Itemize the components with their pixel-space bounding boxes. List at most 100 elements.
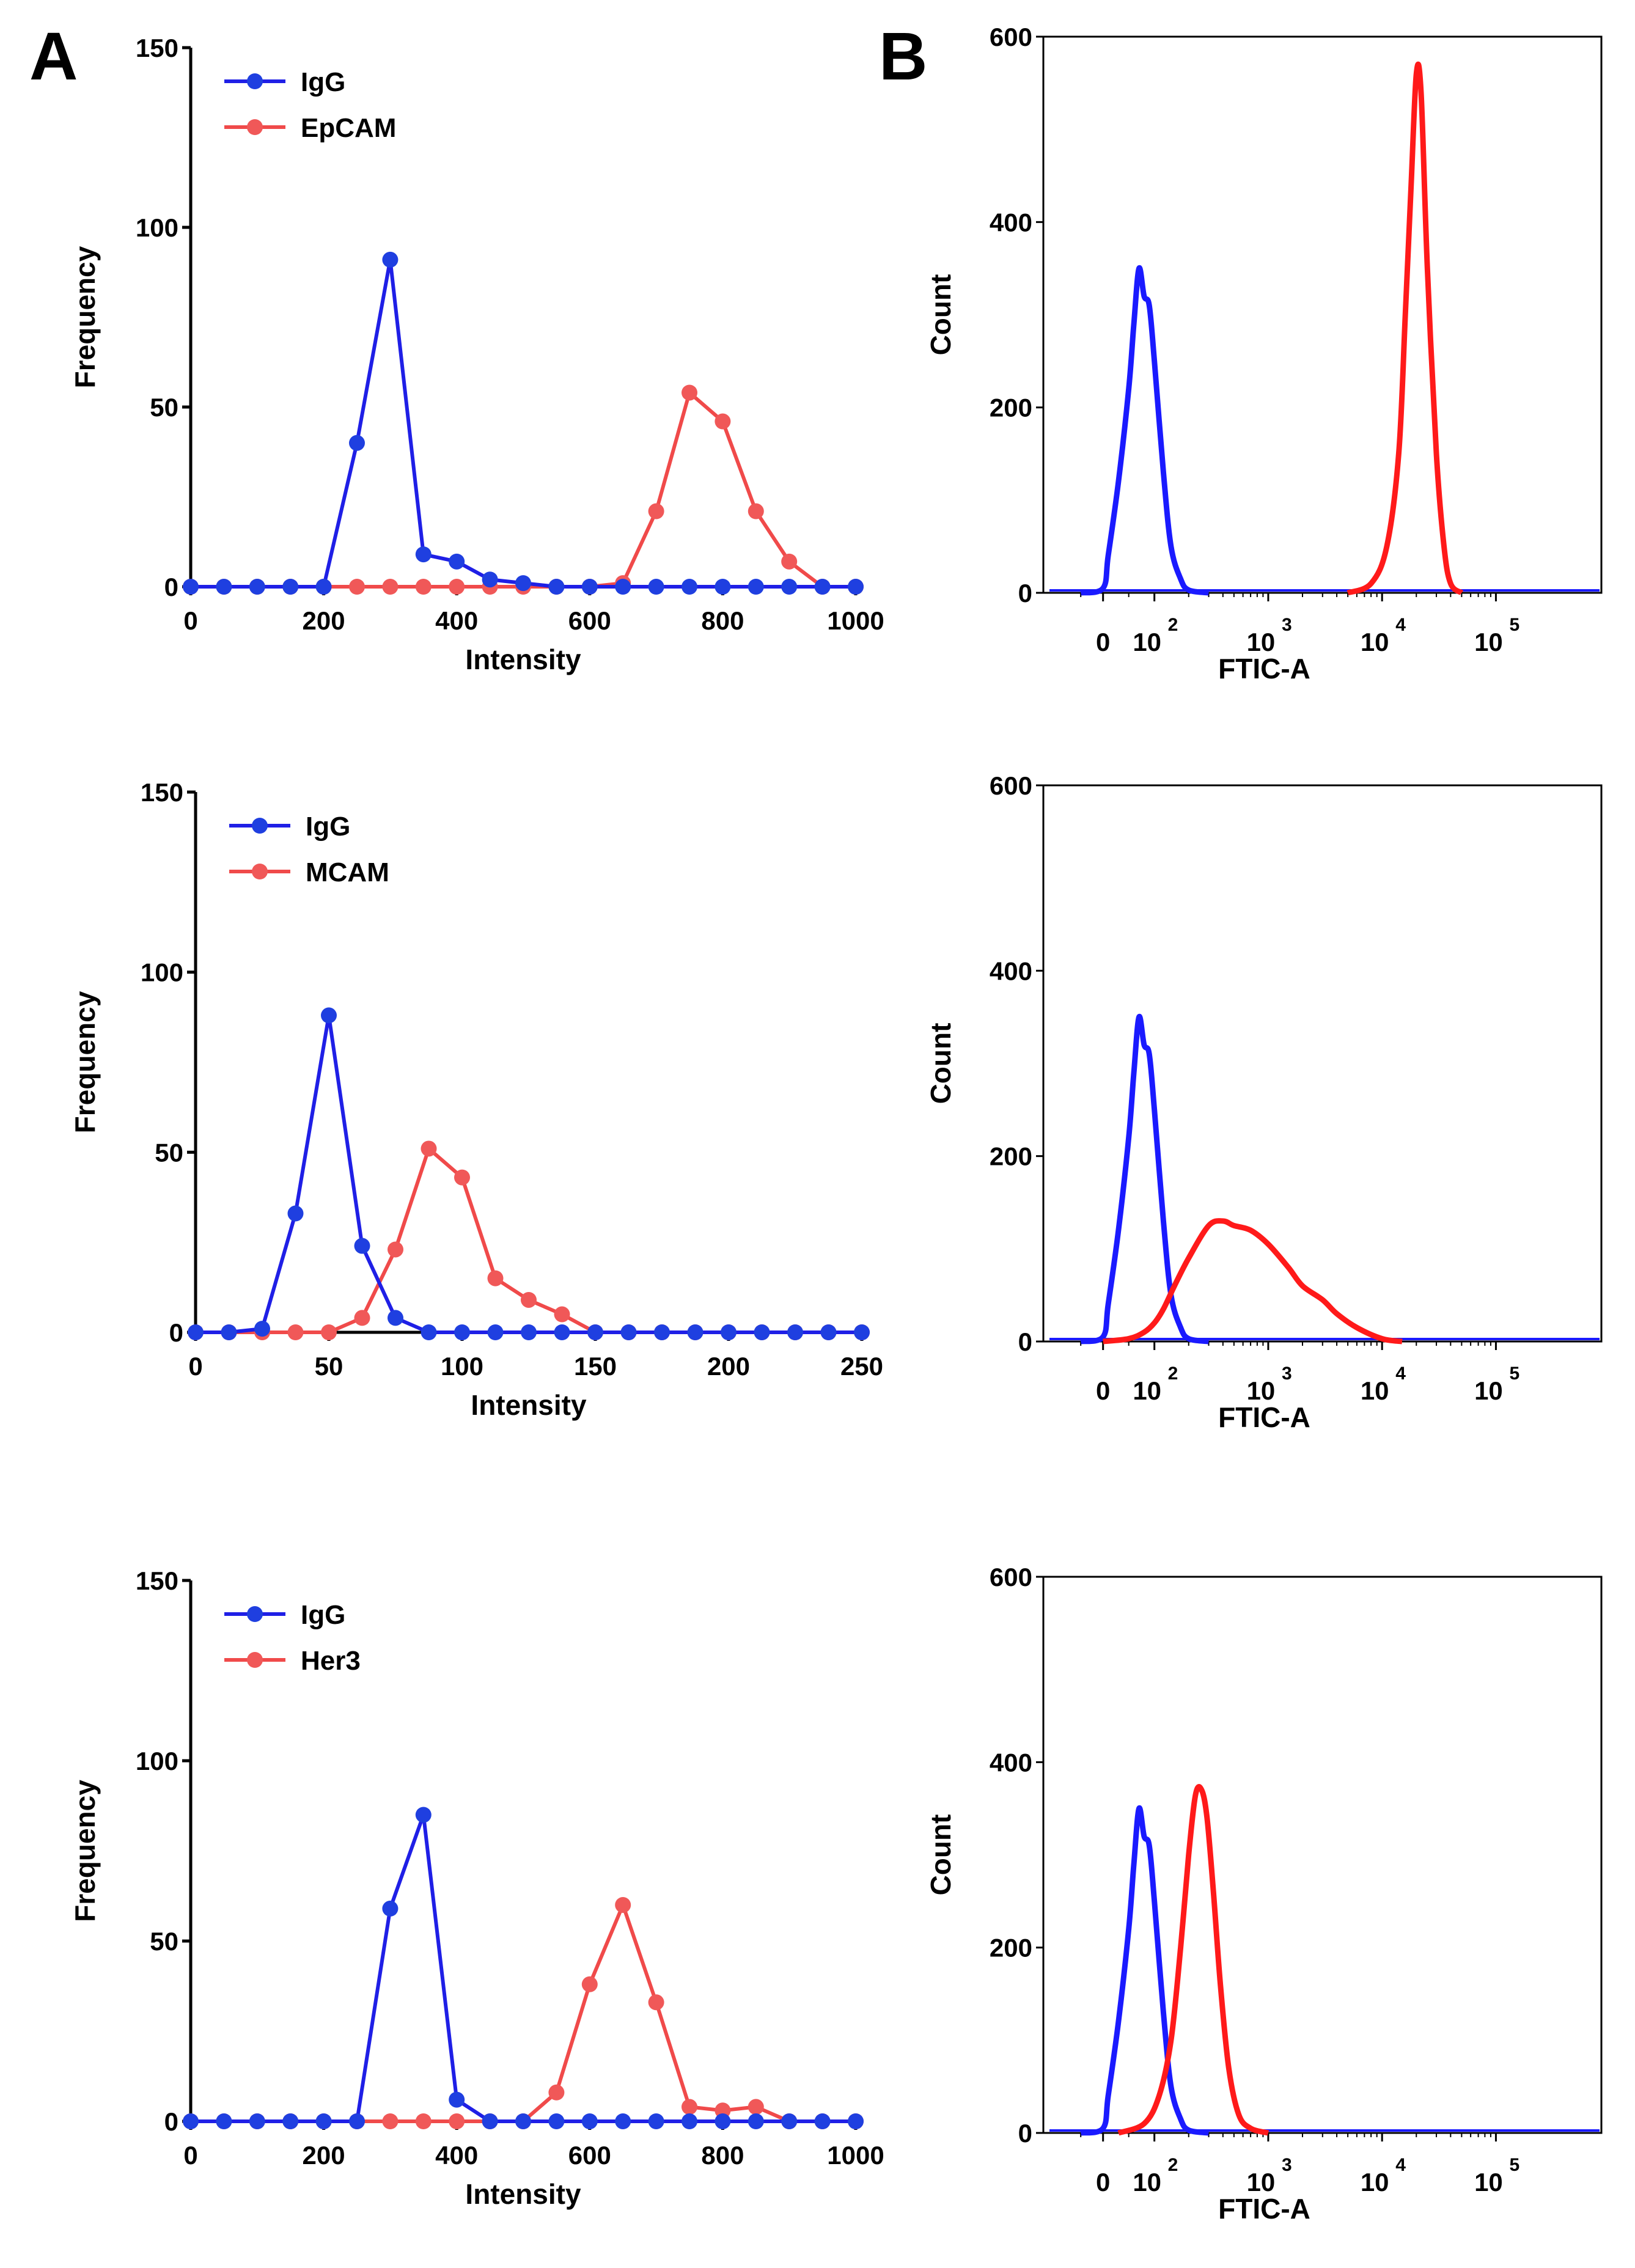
legend-marker-her3 <box>247 1652 263 1668</box>
x-tick-exponent: 5 <box>1509 2155 1519 2175</box>
x-axis-label: FTIC-A <box>1218 653 1310 684</box>
data-point-igg <box>748 2113 764 2129</box>
data-point-her3 <box>648 1994 664 2011</box>
data-point-igg <box>814 2113 831 2129</box>
legend-label-igg: IgG <box>301 1600 345 1630</box>
data-point-igg <box>321 1007 337 1024</box>
data-point-igg <box>554 1324 570 1340</box>
histogram-epcam <box>1347 61 1464 596</box>
histogram-her3 <box>1117 1784 1269 2136</box>
data-point-igg <box>715 579 731 595</box>
y-tick-label: 600 <box>990 23 1032 51</box>
data-point-igg <box>449 2091 465 2108</box>
x-tick-label: 10 <box>1133 628 1161 656</box>
x-tick-label: 10 <box>1474 628 1503 656</box>
data-point-epcam <box>349 579 365 595</box>
data-point-her3 <box>415 2113 432 2129</box>
y-tick-label: 200 <box>990 394 1032 422</box>
y-axis-label: Count <box>925 1023 957 1104</box>
x-tick-label: 10 <box>1247 1376 1276 1405</box>
x-tick-exponent: 2 <box>1168 1363 1178 1384</box>
x-tick-exponent: 4 <box>1395 615 1406 635</box>
data-point-igg <box>254 1321 270 1337</box>
data-point-her3 <box>581 1976 598 1992</box>
data-point-igg <box>183 2113 199 2129</box>
legend-marker-igg <box>247 73 263 89</box>
y-tick-label: 400 <box>990 1748 1032 1777</box>
data-point-igg <box>382 251 399 268</box>
data-point-igg <box>781 579 798 595</box>
plot-frame <box>1042 784 1603 1343</box>
data-point-igg <box>682 2113 697 2129</box>
x-tick-exponent: 5 <box>1509 615 1519 635</box>
legend-label-mcam: MCAM <box>306 857 389 887</box>
x-tick-label: 10 <box>1474 2168 1503 2196</box>
x-tick-label: 10 <box>1133 1376 1161 1405</box>
y-tick-label: 0 <box>1018 2119 1032 2148</box>
data-point-igg <box>615 2113 631 2129</box>
x-axis-label: Intensity <box>465 644 581 675</box>
x-tick-label: 400 <box>435 2141 478 2170</box>
y-tick-label: 100 <box>136 1747 178 1775</box>
series-line-epcam <box>191 391 856 589</box>
y-tick-label: 600 <box>990 1563 1032 1591</box>
legend-label-igg: IgG <box>306 812 350 842</box>
data-point-her3 <box>382 2113 399 2129</box>
data-point-igg <box>388 1310 403 1326</box>
x-axis-label: FTIC-A <box>1218 2193 1310 2225</box>
x-axis-label: FTIC-A <box>1218 1401 1310 1433</box>
data-point-epcam <box>682 384 697 401</box>
data-point-igg <box>515 2113 531 2129</box>
data-point-epcam <box>382 579 399 595</box>
data-point-igg <box>216 2113 232 2129</box>
x-tick-label: 250 <box>840 1352 883 1381</box>
data-point-igg <box>620 1324 637 1340</box>
data-point-igg <box>581 2113 598 2129</box>
y-axis-label: Frequency <box>69 1780 101 1922</box>
data-point-igg <box>820 1324 837 1340</box>
data-point-igg <box>287 1205 304 1222</box>
x-tick-label: 10 <box>1133 2168 1161 2196</box>
x-tick-exponent: 5 <box>1509 1363 1519 1384</box>
x-tick-exponent: 3 <box>1282 1363 1292 1384</box>
data-point-igg <box>349 2113 365 2129</box>
data-point-igg <box>787 1324 803 1340</box>
y-axis-label: Count <box>925 1815 957 1896</box>
y-tick-label: 150 <box>136 34 178 62</box>
x-tick-exponent: 4 <box>1395 2155 1406 2175</box>
data-point-igg <box>548 579 565 595</box>
data-point-igg <box>315 579 332 595</box>
y-tick-label: 400 <box>990 956 1032 985</box>
data-point-igg <box>449 553 465 570</box>
data-point-igg <box>687 1324 704 1340</box>
x-tick-label: 400 <box>435 606 478 635</box>
data-point-mcam <box>454 1169 470 1186</box>
data-point-mcam <box>354 1310 370 1326</box>
data-point-epcam <box>648 503 664 519</box>
x-tick-label: 10 <box>1361 1376 1389 1405</box>
legend-label-her3: Her3 <box>301 1646 361 1676</box>
legend-label-epcam: EpCAM <box>301 113 396 143</box>
data-point-igg <box>754 1324 770 1340</box>
data-point-igg <box>354 1238 370 1254</box>
data-point-igg <box>282 579 299 595</box>
x-tick-label: 1000 <box>827 606 884 635</box>
y-tick-label: 400 <box>990 208 1032 237</box>
data-point-igg <box>454 1324 470 1340</box>
legend-label-igg: IgG <box>301 67 345 97</box>
data-point-mcam <box>321 1324 337 1340</box>
x-tick-label: 200 <box>303 2141 345 2170</box>
x-tick-label: 10 <box>1474 1376 1503 1405</box>
legend-marker-igg <box>247 1606 263 1622</box>
data-point-her3 <box>548 2084 565 2101</box>
y-axis-label: Frequency <box>69 991 101 1133</box>
data-point-epcam <box>415 579 432 595</box>
data-point-her3 <box>748 2099 764 2115</box>
data-point-igg <box>482 571 498 588</box>
data-point-epcam <box>748 503 764 519</box>
data-point-her3 <box>682 2099 697 2115</box>
data-point-igg <box>482 2113 498 2129</box>
x-tick-label: 10 <box>1247 2168 1276 2196</box>
x-tick-label: 200 <box>707 1352 750 1381</box>
